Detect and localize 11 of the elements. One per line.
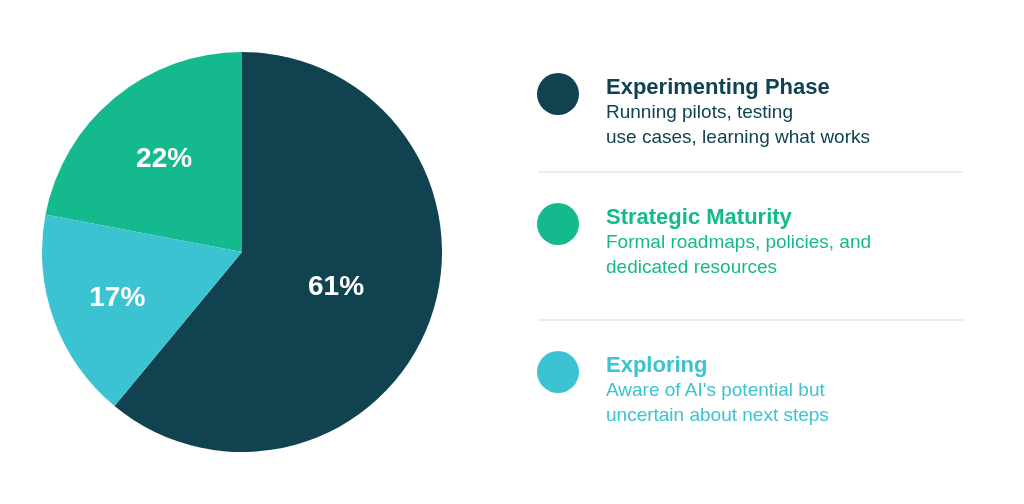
data-label: 61% xyxy=(308,270,365,302)
legend-label: Strategic Maturity xyxy=(606,204,793,229)
text: Running pilots, testing use cases, learning what works xyxy=(606,101,871,147)
pie-slice xyxy=(42,214,242,407)
data-label: 22% xyxy=(136,142,193,174)
legend-label: Experimenting Phase xyxy=(606,74,830,99)
text: Aware of AI's potential but uncertain about next steps xyxy=(606,379,829,425)
text: Formal roadmaps, policies, and dedicated resources xyxy=(606,231,872,277)
pie-slice xyxy=(45,52,242,252)
data-label: 17% xyxy=(89,281,146,313)
legend-label: Exploring xyxy=(606,352,708,377)
